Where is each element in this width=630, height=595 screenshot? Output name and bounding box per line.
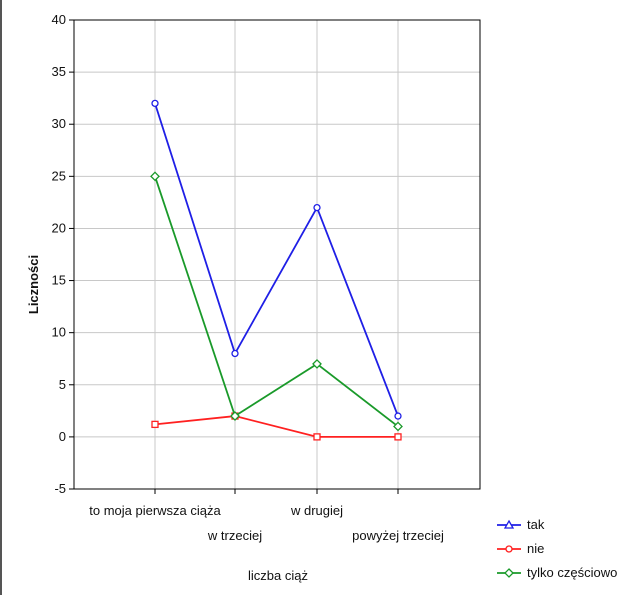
data-point [312, 359, 322, 369]
data-point [393, 421, 403, 432]
y-tick-label: 5 [59, 377, 66, 392]
x-tick-label: powyżej trzeciej [352, 528, 444, 543]
y-axis-ticks: -5 0 5 10 15 20 25 30 35 40 [52, 12, 74, 496]
x-tick-label: to moja pierwsza ciąża [89, 503, 221, 518]
legend-label: tylko częściowo [527, 565, 617, 580]
legend-item: tylko częściowo [497, 565, 617, 580]
legend-marker [505, 545, 513, 553]
legend-label: tak [527, 517, 545, 532]
x-axis-title: liczba ciąż [248, 568, 308, 583]
series-line [154, 176, 399, 428]
series-2 [150, 171, 403, 432]
data-point [313, 433, 321, 441]
y-tick-label: 10 [52, 325, 66, 340]
y-tick-label: 40 [52, 12, 66, 27]
data-point [231, 349, 239, 358]
y-tick-label: 30 [52, 116, 66, 131]
data-point [230, 411, 240, 421]
data-point [150, 171, 160, 182]
data-point [151, 99, 159, 108]
y-tick-label: 15 [52, 273, 66, 288]
legend-marker [504, 568, 514, 578]
data-point [151, 420, 159, 429]
legend-marker [503, 519, 515, 529]
data-point [313, 203, 321, 212]
series-line [154, 103, 399, 417]
data-point [394, 433, 402, 441]
y-tick-label: -5 [54, 481, 66, 496]
legend-item: nie [497, 541, 544, 556]
legend-label: nie [527, 541, 544, 556]
y-tick-label: 0 [59, 429, 66, 444]
y-tick-label: 20 [52, 220, 66, 235]
y-tick-label: 35 [52, 64, 66, 79]
x-axis-ticks: to moja pierwsza ciąża w trzeciej w drugie… [89, 489, 444, 543]
legend-item: tak [497, 517, 545, 532]
series-0 [151, 99, 402, 420]
x-tick-label: w drugiej [290, 503, 343, 518]
legend: tak nie tylko częściowo [497, 517, 617, 580]
data-point [394, 412, 402, 420]
series-lines [150, 99, 403, 441]
y-axis-title: Liczności [26, 255, 41, 314]
x-tick-label: w trzeciej [207, 528, 262, 543]
y-tick-label: 25 [52, 168, 66, 183]
series-line [154, 415, 398, 438]
plot-area-frame [73, 19, 481, 490]
